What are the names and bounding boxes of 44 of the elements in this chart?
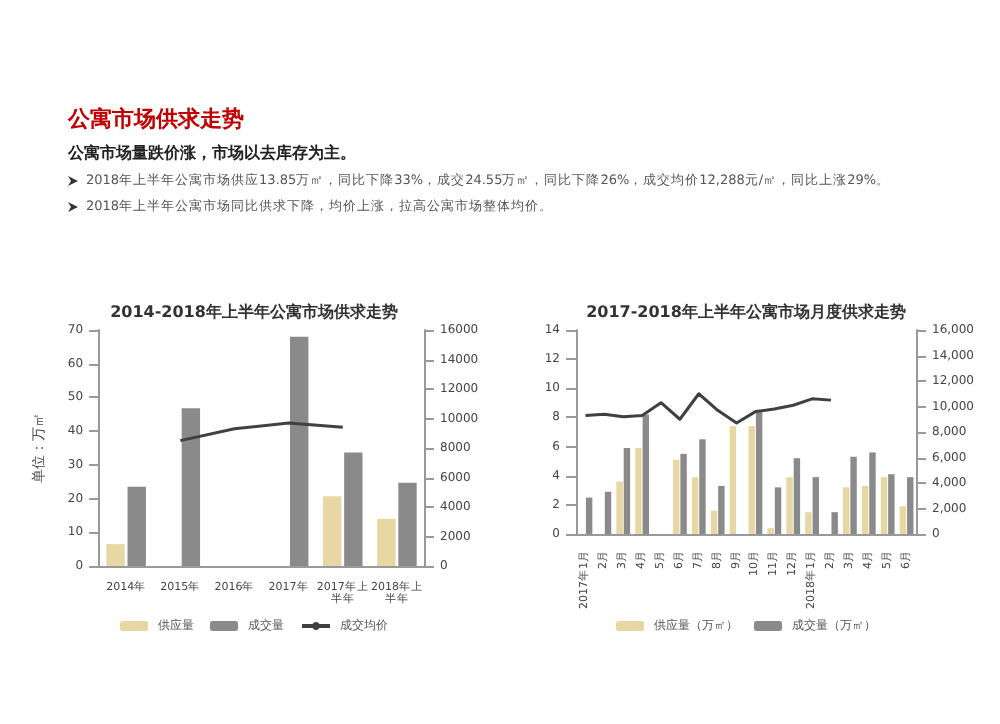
bar (106, 544, 125, 566)
bar (767, 528, 774, 534)
bar (861, 485, 869, 534)
bar (323, 496, 342, 566)
bar (729, 426, 737, 534)
text: 公寓市场量跌价涨，市场以去库存为主。 (68, 142, 358, 164)
bar (344, 452, 363, 566)
bar (793, 458, 801, 534)
bar (181, 408, 201, 566)
chart-title: 2014-2018年上半年公寓市场供求走势 (110, 301, 398, 321)
bar (812, 477, 820, 534)
bar (398, 482, 417, 566)
bar (869, 452, 876, 534)
bar (755, 411, 763, 534)
bar (805, 512, 812, 534)
bar (699, 439, 706, 534)
bar (585, 497, 593, 534)
bar (680, 453, 687, 534)
bar (718, 485, 725, 534)
bar (774, 487, 782, 534)
bar (850, 456, 857, 534)
bar (616, 481, 623, 534)
bar (289, 336, 309, 566)
bar (691, 477, 699, 534)
bar (842, 487, 850, 534)
chart-title: 2017-2018年上半年公寓市场月度供求走势 (586, 301, 906, 321)
line-series (178, 421, 345, 443)
bar (888, 474, 895, 534)
bar (831, 512, 838, 534)
bar (907, 477, 914, 534)
bar (672, 459, 680, 534)
bar (642, 414, 650, 534)
bar (786, 477, 793, 534)
bar (899, 506, 907, 534)
line-series (583, 392, 833, 425)
bar (623, 448, 631, 534)
bar (748, 426, 755, 534)
bar (635, 448, 642, 534)
bar (377, 518, 396, 566)
bar (880, 477, 888, 534)
bar (127, 486, 146, 566)
bar (604, 491, 612, 534)
text: 公寓市场供求走势 (68, 104, 246, 134)
bar (710, 510, 718, 534)
